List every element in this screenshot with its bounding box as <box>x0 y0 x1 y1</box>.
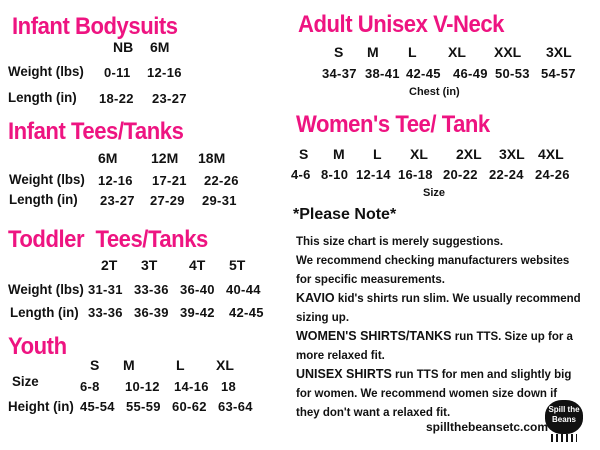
cell: 0-11 <box>104 65 131 80</box>
toddler-tees-title: Toddler Tees/Tanks <box>8 226 208 253</box>
cell: 22-24 <box>489 167 524 182</box>
note-line: We recommend checking manufacturers webs… <box>296 255 570 267</box>
cell: 14-16 <box>174 379 209 394</box>
cell: 42-45 <box>406 66 441 81</box>
cell: 50-53 <box>495 66 530 81</box>
size-header: XL <box>410 146 428 162</box>
size-header: 3XL <box>499 146 525 162</box>
size-header: XL <box>448 44 466 60</box>
size-header: M <box>333 146 345 162</box>
size-header: XL <box>216 357 234 373</box>
cell: 20-22 <box>443 167 478 182</box>
cell: 40-44 <box>226 282 261 297</box>
size-caption: Size <box>423 187 446 199</box>
size-header: 6M <box>98 150 118 166</box>
cell: 4-6 <box>291 167 311 182</box>
cell: 29-31 <box>202 193 237 208</box>
row-label: Weight (lbs) <box>8 281 84 297</box>
row-label: Weight (lbs) <box>9 171 85 187</box>
size-header: 4XL <box>538 146 564 162</box>
size-header: 3XL <box>546 44 572 60</box>
row-label: Length (in) <box>8 89 77 105</box>
cell: 34-37 <box>322 66 357 81</box>
cell: 63-64 <box>218 399 253 414</box>
cell: 38-41 <box>365 66 400 81</box>
cell: 39-42 <box>180 305 215 320</box>
size-header: NB <box>113 39 134 55</box>
cell: 46-49 <box>453 66 488 81</box>
row-label: Weight (lbs) <box>8 63 84 79</box>
note-line: for specific measurements. <box>296 274 445 286</box>
cell: 12-16 <box>147 65 182 80</box>
cell: 23-27 <box>152 91 187 106</box>
notes-body: This size chart is merely suggestions. W… <box>296 232 596 422</box>
cell: 27-29 <box>150 193 185 208</box>
size-header: XXL <box>494 44 522 60</box>
size-header: L <box>176 357 185 373</box>
adult-unisex-title: Adult Unisex V-Neck <box>298 11 504 38</box>
cell: 16-18 <box>398 167 433 182</box>
size-header: M <box>123 357 135 373</box>
size-header: L <box>408 44 417 60</box>
size-header: 2XL <box>456 146 482 162</box>
cell: 18-22 <box>99 91 134 106</box>
row-label: Height (in) <box>8 398 74 414</box>
note-line: sizing up. <box>296 312 350 324</box>
cell: 8-10 <box>321 167 349 182</box>
size-header: 5T <box>229 257 246 273</box>
notes-title: *Please Note* <box>293 206 397 223</box>
size-header: M <box>367 44 379 60</box>
cell: 6-8 <box>80 379 100 394</box>
size-header: S <box>90 357 100 373</box>
cell: 12-16 <box>98 173 133 188</box>
row-label: Size <box>12 373 39 389</box>
cell: 31-31 <box>88 282 123 297</box>
cell: 42-45 <box>229 305 264 320</box>
size-header: S <box>299 146 309 162</box>
note-line: WOMEN'S SHIRTS/TANKS run TTS. Size up fo… <box>296 329 573 343</box>
row-label: Length (in) <box>10 304 79 320</box>
cell: 23-27 <box>100 193 135 208</box>
note-line: KAVIO kid's shirts run slim. We usually … <box>296 291 581 305</box>
chest-caption: Chest (in) <box>409 86 460 98</box>
cell: 54-57 <box>541 66 576 81</box>
cell: 22-26 <box>204 173 239 188</box>
youth-title: Youth <box>8 333 67 360</box>
website-link: spillthebeansetc.com <box>426 420 549 434</box>
infant-bodysuits-title: Infant Bodysuits <box>12 13 178 40</box>
womens-tee-title: Women's Tee/ Tank <box>296 111 490 138</box>
cell: 18 <box>221 379 237 394</box>
note-line: they don't want a relaxed fit. <box>296 407 451 419</box>
size-header: 6M <box>150 39 170 55</box>
cell: 45-54 <box>80 399 115 414</box>
size-header: 4T <box>189 257 206 273</box>
size-header: L <box>373 146 382 162</box>
row-label: Length (in) <box>9 191 78 207</box>
size-header: 18M <box>198 150 226 166</box>
cell: 10-12 <box>125 379 160 394</box>
note-line: This size chart is merely suggestions. <box>296 236 504 248</box>
cell: 55-59 <box>126 399 161 414</box>
size-header: S <box>334 44 344 60</box>
cell: 60-62 <box>172 399 207 414</box>
cell: 36-40 <box>180 282 215 297</box>
infant-tees-title: Infant Tees/Tanks <box>8 118 184 145</box>
cell: 33-36 <box>134 282 169 297</box>
size-header: 3T <box>141 257 158 273</box>
size-header: 2T <box>101 257 118 273</box>
cell: 24-26 <box>535 167 570 182</box>
note-line: for women. We recommend women size down … <box>296 388 558 400</box>
size-header: 12M <box>151 150 179 166</box>
spill-the-beans-logo: Spill the Beans <box>545 400 583 442</box>
note-line: UNISEX SHIRTS run TTS for men and slight… <box>296 367 572 381</box>
cell: 17-21 <box>152 173 187 188</box>
cell: 36-39 <box>134 305 169 320</box>
cell: 33-36 <box>88 305 123 320</box>
cell: 12-14 <box>356 167 391 182</box>
note-line: more relaxed fit. <box>296 350 385 362</box>
